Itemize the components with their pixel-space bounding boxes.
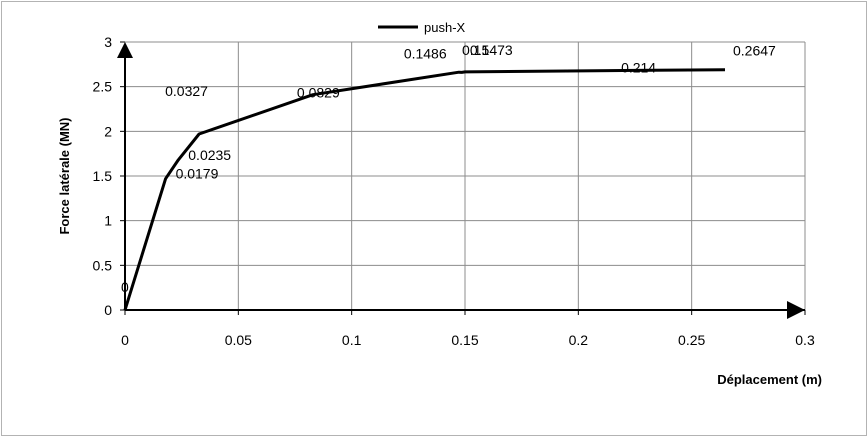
y-axis-title: Force latérale (MN) xyxy=(57,117,72,234)
x-tick-label: 0.2 xyxy=(569,332,589,348)
series xyxy=(123,68,726,311)
data-label: 0.1486 xyxy=(404,45,447,61)
x-tick-label: 0 xyxy=(121,332,129,348)
x-axis-arrow xyxy=(787,301,805,319)
data-label: 0.0327 xyxy=(165,83,208,99)
data-label: 0.0179 xyxy=(176,166,219,182)
series-line-push-x xyxy=(123,68,726,311)
tick-labels: 0 0.05 0.1 0.15 0.2 0.25 0.3 0 0.5 1 1.5 2 2.5 3 xyxy=(93,34,815,348)
legend: push-X xyxy=(378,20,466,35)
y-tick-label: 1.5 xyxy=(93,168,113,184)
data-label: 0.214 xyxy=(621,60,656,76)
data-label: 0 xyxy=(121,279,129,295)
y-tick-label: 0.5 xyxy=(93,257,113,273)
data-label: 0.2647 xyxy=(733,43,776,59)
axes xyxy=(117,41,806,319)
y-tick-label: 0 xyxy=(104,302,112,318)
data-label: 0.0235 xyxy=(188,147,231,163)
x-tick-label: 0.05 xyxy=(225,332,252,348)
y-tick-label: 2.5 xyxy=(93,79,113,95)
y-tick-label: 1 xyxy=(104,213,112,229)
x-axis-title: Déplacement (m) xyxy=(717,372,822,387)
data-label: 0.15 xyxy=(462,42,489,58)
y-tick-label: 2 xyxy=(104,123,112,139)
x-tick-label: 0.15 xyxy=(451,332,478,348)
legend-entry-push-x: push-X xyxy=(424,20,466,35)
grid xyxy=(125,41,806,310)
y-axis-arrow xyxy=(117,42,133,58)
data-labels: 0 0.0179 0.0235 0.0327 0.0829 0.1486 0.150.147… xyxy=(121,42,776,295)
data-label: 0.0829 xyxy=(297,85,340,101)
x-tick-label: 0.1 xyxy=(342,332,362,348)
y-tick-label: 3 xyxy=(104,34,112,50)
x-tick-label: 0.3 xyxy=(795,332,815,348)
x-tick-label: 0.25 xyxy=(678,332,705,348)
data-label: 0.1473 xyxy=(470,42,513,58)
